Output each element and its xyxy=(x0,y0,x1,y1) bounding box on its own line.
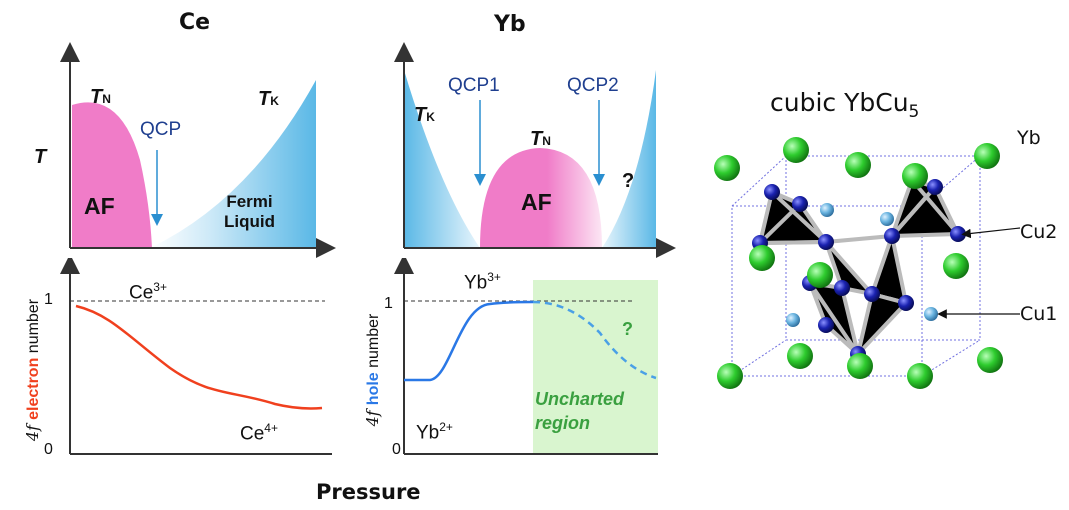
cu-bonds xyxy=(757,176,963,361)
ce-tk-label: TK xyxy=(258,88,279,110)
ce-fermi-liquid-label: Fermi Liquid xyxy=(224,192,275,231)
yb3-label: Yb3+ xyxy=(464,270,501,294)
ce-t-axis-label: T xyxy=(34,146,47,168)
tk-left-region xyxy=(404,70,480,248)
ce-header: Ce xyxy=(179,10,211,35)
yb-tk-label: TK xyxy=(414,104,435,126)
ce-valence-ylabel: 4f electron number xyxy=(23,298,42,442)
ce-af-label: AF xyxy=(84,193,115,219)
cu1-atoms xyxy=(786,203,938,327)
ce4-label: Ce4+ xyxy=(240,421,278,445)
yb-header: Yb xyxy=(494,12,526,37)
ce-tick-1: 1 xyxy=(44,291,53,308)
crystal-structure xyxy=(714,137,1020,389)
cu2-atom-label: Cu2 xyxy=(1020,221,1058,243)
yb-tick-1: 1 xyxy=(384,295,393,312)
ce-tick-0: 0 xyxy=(44,441,53,458)
pressure-label: Pressure xyxy=(316,480,421,504)
yb-valence-plot xyxy=(394,258,658,455)
yb-unknown-phase-mark: ? xyxy=(622,170,635,192)
tk-right-region xyxy=(602,70,656,248)
uncharted-region-bg xyxy=(533,280,658,454)
cu2-pointer xyxy=(961,227,1020,239)
yb-atoms xyxy=(714,137,1003,389)
fermi-liquid-region xyxy=(150,80,316,248)
yb2-label: Yb2+ xyxy=(416,420,453,444)
uncharted-region-label: Uncharted region xyxy=(535,389,625,433)
yb-af-dome xyxy=(480,148,602,248)
ce-valence-plot xyxy=(60,258,332,455)
ce-electron-curve xyxy=(75,304,323,410)
yb-af-label: AF xyxy=(521,189,552,215)
qcp2-label: QCP2 xyxy=(567,75,619,96)
ce-qcp-label: QCP xyxy=(140,119,182,140)
cu2-atoms xyxy=(752,172,966,362)
yb-phase-diagram xyxy=(394,42,676,258)
ce-phase-diagram xyxy=(60,42,336,258)
qcp1-label: QCP1 xyxy=(448,75,500,96)
uncharted-question-mark: ? xyxy=(622,319,633,339)
yb-hole-curve xyxy=(404,300,534,382)
af-dome xyxy=(72,102,152,249)
ce-tn-label: TN xyxy=(90,86,111,108)
ce3-label: Ce3+ xyxy=(129,280,167,304)
yb-tick-0: 0 xyxy=(392,441,401,458)
yb-tn-label: TN xyxy=(530,128,551,150)
cu1-atom-label: Cu1 xyxy=(1020,303,1058,325)
yb-hole-curve-uncharted xyxy=(532,300,657,380)
yb-valence-ylabel: 4f hole number xyxy=(363,313,382,427)
crystal-title: cubic YbCu5 xyxy=(770,88,920,122)
yb-atom-label: Yb xyxy=(1017,127,1041,149)
